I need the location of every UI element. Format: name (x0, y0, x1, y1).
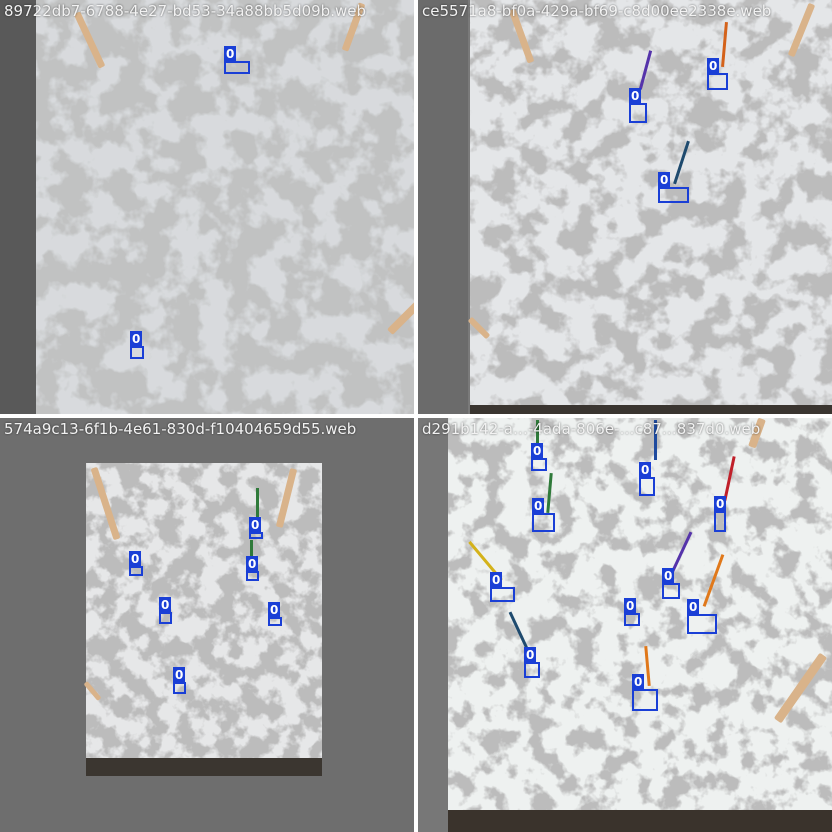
detection-box (268, 617, 282, 626)
image-tile-1: 89722db7-6788-4e27-bd53-34a88bb5d09b.web… (0, 0, 414, 414)
detection-label: 0 (524, 647, 537, 663)
detection-box (246, 571, 259, 581)
image-filename: 89722db7-6788-4e27-bd53-34a88bb5d09b.web (4, 2, 366, 20)
detection-label: 0 (532, 498, 545, 514)
green-skewer (536, 420, 539, 460)
image-tile-2: ce5571a8-bf0a-429a-bf69-c8d00ee2338e.web… (418, 0, 832, 414)
detection-label: 0 (173, 667, 186, 683)
detection-label: 0 (129, 551, 142, 567)
detection-box (129, 566, 143, 576)
image-tile-4: d291b142-a…-4ada-806e-…c87…837d0.web 0 0… (418, 418, 832, 832)
detection-box (532, 513, 555, 532)
detection-box (524, 662, 540, 678)
detection-label: 0 (224, 46, 237, 62)
image-filename: 574a9c13-6f1b-4e61-830d-f10404659d55.web (4, 420, 357, 438)
detection-label: 0 (268, 602, 281, 618)
detection-label: 0 (246, 556, 259, 572)
detection-box (629, 103, 647, 123)
image-filename: d291b142-a…-4ada-806e-…c87…837d0.web (422, 420, 761, 438)
detection-box (531, 458, 547, 471)
detection-box (639, 477, 655, 496)
detection-label: 0 (707, 58, 720, 74)
mycelium-photo-4 (418, 418, 832, 832)
detection-label: 0 (490, 572, 503, 588)
detection-label: 0 (249, 517, 262, 533)
mycelium-photo-2 (418, 0, 832, 414)
detection-box (173, 682, 186, 694)
detection-box (224, 61, 250, 74)
green-skewer (250, 540, 253, 562)
detection-label: 0 (658, 172, 671, 188)
detection-label: 0 (662, 568, 675, 584)
mycelium-photo-1 (0, 0, 414, 414)
detection-box (707, 73, 728, 90)
detection-label: 0 (159, 597, 172, 613)
detection-label: 0 (629, 88, 642, 104)
image-tile-3: 574a9c13-6f1b-4e61-830d-f10404659d55.web… (0, 418, 414, 832)
detection-box (159, 612, 172, 624)
detection-label: 0 (531, 443, 544, 459)
detection-box (249, 532, 263, 539)
detection-box (662, 583, 680, 599)
detection-label: 0 (624, 598, 637, 614)
detection-box (687, 614, 717, 634)
detection-label: 0 (639, 462, 652, 478)
detection-box (714, 511, 726, 532)
detection-label: 0 (632, 674, 645, 690)
image-filename: ce5571a8-bf0a-429a-bf69-c8d00ee2338e.web (422, 2, 772, 20)
mycelium-photo-3 (0, 418, 414, 832)
detection-label: 0 (687, 599, 700, 615)
detection-label: 0 (714, 496, 727, 512)
detection-box (624, 613, 640, 626)
green-skewer (256, 488, 259, 518)
detection-label: 0 (130, 331, 143, 347)
detection-box (130, 346, 144, 359)
detection-box (490, 587, 515, 602)
detection-box (658, 187, 689, 203)
detection-box (632, 689, 658, 711)
blue-skewer (654, 420, 657, 460)
